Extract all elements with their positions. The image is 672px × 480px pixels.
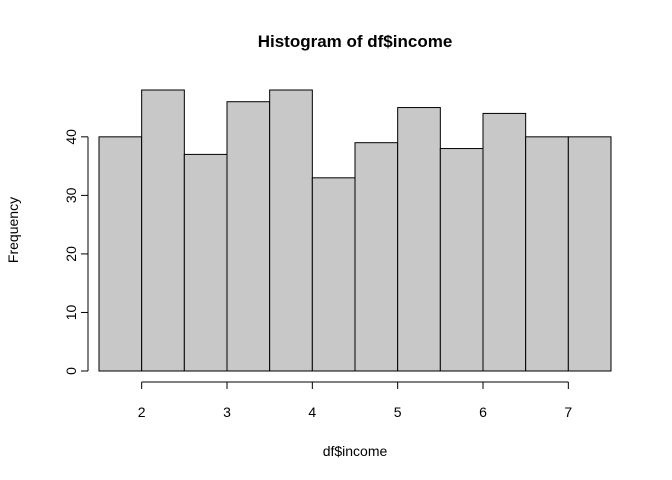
histogram-bar-6 <box>311 177 356 372</box>
y-tick-label: 10 <box>63 304 79 320</box>
x-axis-label: df$income <box>323 443 388 459</box>
x-tick-label: 2 <box>138 404 146 420</box>
histogram-bar-1 <box>98 136 143 372</box>
histogram-bar-3 <box>183 153 228 372</box>
histogram-bar-5 <box>269 89 313 372</box>
histogram-bars <box>98 89 612 372</box>
x-tick-label: 5 <box>394 404 402 420</box>
x-axis: 2 3 4 5 6 7 <box>138 381 572 420</box>
histogram-bar-7 <box>354 142 399 372</box>
y-axis: 0 10 20 30 40 <box>63 129 89 375</box>
histogram-bar-10 <box>482 112 527 372</box>
x-tick-label: 6 <box>479 404 487 420</box>
y-tick-label: 30 <box>63 187 79 203</box>
histogram-bar-4 <box>226 101 271 372</box>
histogram-bar-2 <box>141 89 185 372</box>
histogram-bar-8 <box>397 107 441 372</box>
y-axis-label: Frequency <box>5 197 21 263</box>
chart-title: Histogram of df$income <box>258 32 453 51</box>
y-tick-label: 40 <box>63 129 79 145</box>
histogram-bar-9 <box>439 148 484 372</box>
histogram-bar-11 <box>525 136 569 372</box>
y-tick-label: 20 <box>63 246 79 262</box>
x-tick-label: 3 <box>223 404 231 420</box>
x-tick-label: 4 <box>308 404 316 420</box>
histogram-bar-12 <box>567 136 612 372</box>
x-tick-label: 7 <box>564 404 572 420</box>
y-tick-label: 0 <box>63 367 79 375</box>
